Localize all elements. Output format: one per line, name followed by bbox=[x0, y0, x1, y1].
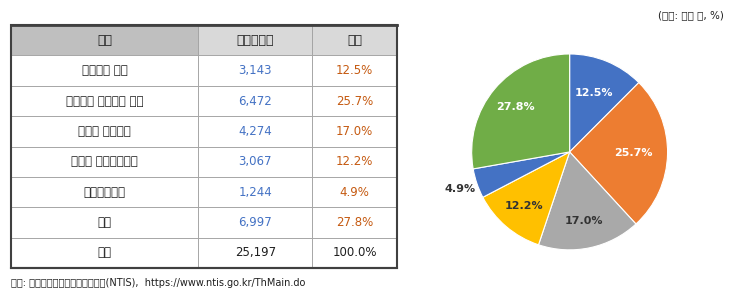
Text: 자료: 국가과학기술지식정보서비스(NTIS),  https://www.ntis.go.kr/ThMain.do: 자료: 국가과학기술지식정보서비스(NTIS), https://www.nti… bbox=[11, 278, 306, 288]
Bar bbox=[11, 207, 198, 238]
Bar bbox=[11, 25, 198, 55]
Bar bbox=[11, 116, 198, 147]
Text: 6,997: 6,997 bbox=[239, 216, 272, 229]
Bar bbox=[312, 55, 397, 86]
Bar bbox=[198, 207, 312, 238]
Text: 비율: 비율 bbox=[347, 34, 362, 47]
Text: 6,472: 6,472 bbox=[239, 94, 272, 108]
Bar bbox=[11, 86, 198, 116]
Bar bbox=[312, 207, 397, 238]
Text: 17.0%: 17.0% bbox=[565, 216, 603, 226]
Bar bbox=[11, 238, 198, 268]
Text: 정부연구비: 정부연구비 bbox=[237, 34, 274, 47]
Text: 25,197: 25,197 bbox=[235, 246, 276, 260]
Text: 합계: 합계 bbox=[98, 246, 112, 260]
Bar bbox=[11, 25, 397, 268]
Text: 핵융합에너지: 핵융합에너지 bbox=[84, 186, 126, 199]
Text: 25.7%: 25.7% bbox=[614, 148, 653, 158]
Bar bbox=[198, 25, 312, 55]
Bar bbox=[198, 177, 312, 207]
Bar bbox=[312, 147, 397, 177]
Bar bbox=[312, 25, 397, 55]
Bar bbox=[198, 238, 312, 268]
Text: 12.5%: 12.5% bbox=[336, 64, 373, 77]
Text: 기타: 기타 bbox=[98, 216, 112, 229]
Wedge shape bbox=[483, 152, 570, 245]
Text: (단위: 백만 원, %): (단위: 백만 원, %) bbox=[658, 10, 724, 20]
Bar bbox=[198, 55, 312, 86]
Text: 핵융합 노심기술: 핵융합 노심기술 bbox=[79, 125, 131, 138]
Wedge shape bbox=[539, 152, 636, 250]
Text: 12.2%: 12.2% bbox=[336, 155, 373, 168]
Text: 핵융합 부품소재기술: 핵융합 부품소재기술 bbox=[71, 155, 138, 168]
Bar bbox=[11, 55, 198, 86]
Text: 3,143: 3,143 bbox=[239, 64, 272, 77]
Text: 17.0%: 17.0% bbox=[336, 125, 373, 138]
Bar bbox=[198, 86, 312, 116]
Bar bbox=[198, 147, 312, 177]
Text: 25.7%: 25.7% bbox=[336, 94, 373, 108]
Wedge shape bbox=[473, 152, 570, 197]
Bar bbox=[11, 147, 198, 177]
Text: 구분: 구분 bbox=[97, 34, 112, 47]
Text: 4.9%: 4.9% bbox=[445, 184, 476, 194]
Bar bbox=[312, 116, 397, 147]
Bar bbox=[312, 177, 397, 207]
Text: 27.8%: 27.8% bbox=[336, 216, 373, 229]
Text: 4.9%: 4.9% bbox=[340, 186, 370, 199]
Wedge shape bbox=[472, 54, 570, 169]
Text: 12.5%: 12.5% bbox=[575, 88, 613, 98]
Text: 100.0%: 100.0% bbox=[332, 246, 377, 260]
Bar bbox=[312, 238, 397, 268]
Text: 1,244: 1,244 bbox=[239, 186, 272, 199]
Text: 핵융합로 핵심기기 기술: 핵융합로 핵심기기 기술 bbox=[66, 94, 143, 108]
Bar bbox=[312, 86, 397, 116]
Text: 27.8%: 27.8% bbox=[496, 101, 535, 112]
Text: 플라즈마 물리: 플라즈마 물리 bbox=[82, 64, 128, 77]
Bar bbox=[11, 177, 198, 207]
Wedge shape bbox=[570, 83, 667, 224]
Text: 3,067: 3,067 bbox=[239, 155, 272, 168]
Text: 4,274: 4,274 bbox=[239, 125, 272, 138]
Text: 12.2%: 12.2% bbox=[504, 201, 543, 211]
Bar bbox=[198, 116, 312, 147]
Wedge shape bbox=[570, 54, 639, 152]
